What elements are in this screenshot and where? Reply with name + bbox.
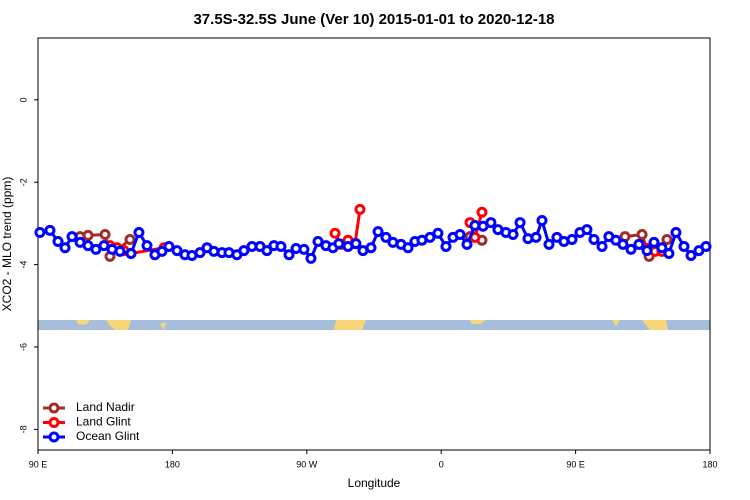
- data-point: [298, 243, 310, 255]
- data-point: [641, 245, 653, 257]
- land: [612, 320, 620, 326]
- data-point: [700, 240, 712, 252]
- y-tick-label: -2: [18, 178, 28, 186]
- data-point: [171, 245, 183, 257]
- data-point: [596, 240, 608, 252]
- data-point: [461, 238, 473, 250]
- data-point: [333, 238, 345, 250]
- data-point: [312, 236, 324, 248]
- data-point: [156, 245, 168, 257]
- land: [160, 322, 166, 330]
- x-tick-label: 180: [702, 459, 717, 469]
- data-point: [663, 247, 675, 259]
- data-point: [536, 215, 548, 227]
- data-point: [365, 242, 377, 254]
- data-point: [141, 240, 153, 252]
- data-point: [454, 229, 466, 241]
- data-point: [114, 245, 126, 257]
- data-point: [194, 247, 206, 259]
- data-point: [581, 224, 593, 236]
- legend-label: Ocean Glint: [76, 429, 140, 443]
- legend-marker: [48, 402, 60, 414]
- y-axis-label: XCO2 - MLO trend (ppm): [0, 177, 14, 312]
- data-point: [133, 226, 145, 238]
- data-point: [163, 240, 175, 252]
- data-point: [543, 238, 555, 250]
- data-point: [685, 250, 697, 262]
- data-point: [678, 240, 690, 252]
- x-axis-label: Longitude: [348, 476, 401, 490]
- data-point: [514, 217, 526, 229]
- y-tick-label: -8: [18, 425, 28, 433]
- data-point: [440, 240, 452, 252]
- data-point: [59, 242, 71, 254]
- data-point: [99, 229, 111, 241]
- x-tick-label: 90 E: [29, 459, 48, 469]
- data-point: [66, 231, 78, 243]
- data-point: [648, 236, 660, 248]
- x-tick-label: 180: [165, 459, 180, 469]
- data-point: [283, 249, 295, 261]
- data-point: [485, 217, 497, 229]
- data-point: [372, 226, 384, 238]
- y-tick-label: -6: [18, 343, 28, 351]
- y-tick-label: -4: [18, 261, 28, 269]
- map-strip: [38, 320, 710, 330]
- data-point: [261, 245, 273, 257]
- legend-marker: [48, 431, 60, 443]
- data-point: [52, 236, 64, 248]
- data-point: [476, 206, 488, 218]
- data-point: [656, 242, 668, 254]
- data-point: [617, 238, 629, 250]
- data-point: [125, 247, 137, 259]
- data-point: [380, 231, 392, 243]
- land: [106, 320, 131, 330]
- data-point: [329, 227, 341, 239]
- data-point: [636, 229, 648, 241]
- land: [642, 320, 668, 330]
- x-tick-label: 0: [439, 459, 444, 469]
- data-point: [354, 203, 366, 215]
- data-point: [661, 233, 673, 245]
- data-point: [34, 226, 46, 238]
- data-point: [98, 240, 110, 252]
- legend-label: Land Nadir: [76, 400, 135, 414]
- data-point: [424, 231, 436, 243]
- legend-label: Land Glint: [76, 415, 131, 429]
- data-point: [530, 231, 542, 243]
- data-point: [588, 233, 600, 245]
- land: [334, 320, 366, 330]
- legend-marker: [48, 417, 60, 428]
- data-point: [633, 238, 645, 250]
- y-tick-label: 0: [18, 97, 28, 102]
- data-point: [432, 227, 444, 239]
- x-tick-label: 90 E: [566, 459, 585, 469]
- data-point: [44, 224, 56, 236]
- data-point: [402, 242, 414, 254]
- data-point: [275, 240, 287, 252]
- chart-title: 37.5S-32.5S June (Ver 10) 2015-01-01 to …: [193, 11, 554, 28]
- data-point: [350, 238, 362, 250]
- data-point: [238, 245, 250, 257]
- data-point: [82, 229, 94, 241]
- land: [76, 320, 90, 325]
- ocean-band: [38, 320, 710, 330]
- data-point: [124, 233, 136, 245]
- data-point: [670, 226, 682, 238]
- data-point: [90, 243, 102, 255]
- x-tick-label: 90 W: [296, 459, 318, 469]
- data-point: [625, 243, 637, 255]
- data-point: [305, 252, 317, 264]
- land: [470, 320, 486, 324]
- data-point: [566, 233, 578, 245]
- data-point: [507, 229, 519, 241]
